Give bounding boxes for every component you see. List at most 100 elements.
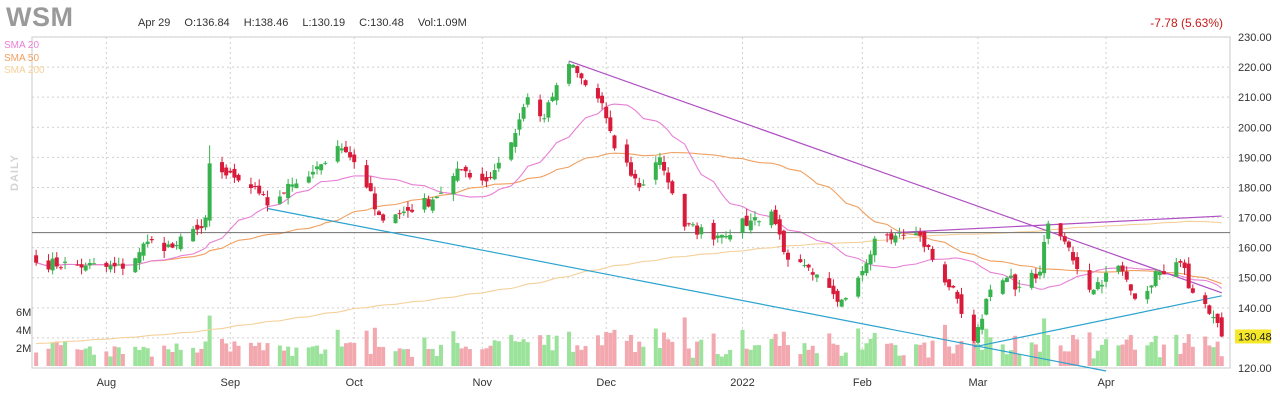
volume-bar — [401, 349, 406, 366]
candle-body — [922, 231, 927, 247]
candle-body — [1174, 262, 1179, 277]
candle-body — [397, 213, 402, 215]
candle-body — [484, 177, 489, 182]
candle-body — [410, 209, 415, 212]
candle-body — [492, 170, 497, 180]
volume-bar — [781, 331, 786, 366]
candle-body — [885, 234, 890, 236]
volume-bar — [719, 356, 724, 366]
candle-body — [947, 279, 952, 288]
volume-bar — [145, 348, 150, 366]
volume-bar — [1091, 358, 1096, 366]
volume-bar — [459, 348, 464, 366]
candle-body — [137, 252, 142, 263]
candle-body — [455, 168, 460, 181]
volume-bar — [748, 349, 753, 366]
volume-bar — [1120, 344, 1125, 366]
candle-body — [261, 194, 266, 196]
volume-bar — [814, 353, 819, 366]
volume-bar — [666, 339, 671, 366]
volume-bar — [224, 343, 229, 366]
volume-bar — [752, 345, 757, 366]
candle-body — [54, 257, 59, 267]
candle-body — [980, 318, 985, 330]
candle-body — [87, 262, 92, 266]
candle-body — [1219, 317, 1224, 337]
volume-bar — [1174, 334, 1179, 366]
volume-bar — [46, 348, 51, 366]
volume-bar — [75, 349, 80, 366]
candle-body — [686, 223, 691, 225]
volume-bar — [583, 346, 588, 366]
candle-body — [1046, 223, 1051, 239]
volume-bar — [1215, 341, 1220, 366]
candle-body — [339, 148, 344, 151]
candle-body — [1095, 282, 1100, 290]
candle-body — [583, 80, 588, 86]
candle-body — [513, 133, 518, 147]
candle-body — [253, 185, 258, 187]
volume-bar — [567, 331, 572, 366]
candle-body — [434, 196, 439, 199]
candle-body — [34, 255, 39, 263]
volume-bar — [653, 328, 658, 366]
volume-bar — [1153, 335, 1158, 366]
volume-bar — [1178, 353, 1183, 366]
price-tick-label: 210.00 — [1238, 92, 1272, 104]
volume-bar — [872, 332, 877, 366]
candle-body — [63, 261, 68, 263]
volume-bar — [682, 317, 687, 366]
volume-bar — [889, 343, 894, 366]
legend-sma20: SMA 20 — [4, 40, 40, 51]
candle-body — [174, 245, 179, 247]
volume-bar — [1182, 342, 1187, 366]
candle-body — [393, 214, 398, 224]
candle-body — [335, 146, 340, 162]
volume-bar — [364, 330, 369, 366]
volume-bar — [897, 355, 902, 366]
candle-body — [806, 264, 811, 268]
ohlc-close: C:130.48 — [359, 17, 404, 29]
volume-bar — [54, 341, 59, 366]
volume-bar — [451, 331, 456, 366]
volume-bar — [802, 343, 807, 366]
volume-bar — [1062, 351, 1067, 366]
volume-bar — [517, 341, 522, 366]
candle-body — [1132, 293, 1137, 299]
candle-body — [839, 299, 844, 307]
candle-body — [149, 238, 154, 241]
volume-bar — [1042, 318, 1047, 366]
candle-body — [1037, 271, 1042, 276]
candle-body — [83, 265, 88, 271]
volume-bar — [699, 339, 704, 366]
volume-bar — [1000, 344, 1005, 366]
volume-bar — [885, 343, 890, 366]
candle-body — [228, 170, 233, 173]
candle-body — [488, 176, 493, 178]
volume-bar — [480, 349, 485, 366]
candle-body — [463, 166, 468, 172]
volume-bar — [831, 343, 836, 366]
candle-body — [112, 262, 117, 267]
candle-body — [1058, 223, 1063, 237]
volume-bar — [1037, 351, 1042, 366]
candle-body — [1215, 313, 1220, 323]
candle-body — [364, 165, 369, 188]
volume-bar — [901, 355, 906, 366]
volume-bar — [1207, 345, 1212, 366]
volume-bar — [166, 349, 171, 366]
plot-frame — [31, 36, 1231, 369]
volume-bar — [711, 333, 716, 366]
candle-body — [1013, 274, 1018, 290]
candle-body — [690, 224, 695, 226]
candle-body — [538, 99, 543, 117]
candle-body — [641, 184, 646, 186]
ohlc-readout: Apr 29 O:136.84 H:138.46 L:130.19 C:130.48 Vo… — [138, 17, 481, 29]
volume-bar — [930, 340, 935, 366]
volume-bar — [1004, 354, 1009, 366]
candle-body — [220, 162, 225, 173]
candle-body — [604, 106, 609, 119]
volume-bar — [335, 329, 340, 366]
